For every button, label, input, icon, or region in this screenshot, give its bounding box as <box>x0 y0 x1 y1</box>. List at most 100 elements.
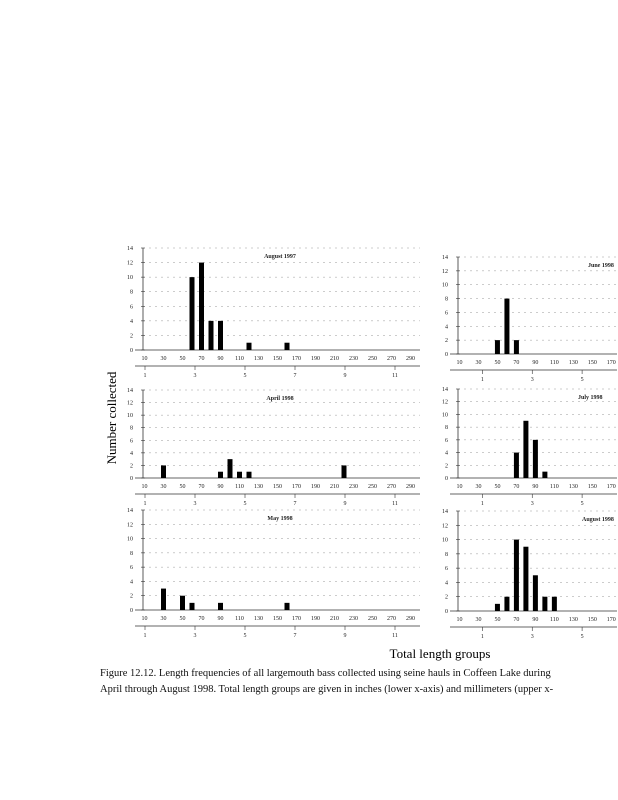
x-tick-label: 50 <box>180 616 186 622</box>
y-tick-label: 8 <box>130 290 133 296</box>
y-tick-label: 4 <box>445 324 448 330</box>
x2-tick-label: 11 <box>392 633 398 639</box>
y-tick-label: 14 <box>442 387 448 393</box>
x2-tick-label: 3 <box>194 633 197 639</box>
x-tick-label: 110 <box>550 360 559 366</box>
x-tick-label: 90 <box>532 484 538 490</box>
bar <box>237 471 242 478</box>
x2-tick-label: 3 <box>531 634 534 640</box>
panel-title: August 1997 <box>264 254 296 260</box>
x-tick-label: 270 <box>387 484 396 490</box>
bar <box>513 340 519 354</box>
x-axis-label: Total length groups <box>390 646 491 661</box>
bar <box>246 342 252 350</box>
y-tick-label: 14 <box>127 388 133 394</box>
bar <box>532 439 538 478</box>
y-tick-label: 6 <box>130 304 133 310</box>
x2-tick-label: 7 <box>294 501 297 507</box>
y-tick-label: 12 <box>127 261 133 267</box>
x-tick-label: 170 <box>607 484 616 490</box>
x-tick-label: 10 <box>142 616 148 622</box>
x-tick-label: 130 <box>569 360 578 366</box>
x-tick-label: 10 <box>456 617 462 623</box>
bar <box>218 602 223 610</box>
y-tick-label: 2 <box>130 594 133 600</box>
bar <box>542 596 548 611</box>
x2-tick-label: 5 <box>581 501 584 507</box>
y-tick-label: 6 <box>445 566 448 572</box>
x-tick-label: 30 <box>161 616 167 622</box>
x-tick-label: 110 <box>235 484 244 490</box>
y-tick-label: 10 <box>127 275 133 281</box>
x-tick-label: 170 <box>607 360 616 366</box>
x-tick-label: 10 <box>142 356 148 362</box>
y-tick-label: 12 <box>442 523 448 529</box>
bar <box>523 546 529 611</box>
y-tick-label: 2 <box>445 338 448 344</box>
y-tick-label: 6 <box>445 310 448 316</box>
y-tick-label: 2 <box>130 333 133 339</box>
x-tick-label: 70 <box>199 356 205 362</box>
x-tick-label: 90 <box>218 356 224 362</box>
x2-tick-label: 5 <box>581 634 584 640</box>
bar <box>189 277 195 350</box>
x-tick-label: 10 <box>142 484 148 490</box>
x2-tick-label: 9 <box>344 633 347 639</box>
panel-title: May 1998 <box>267 516 292 522</box>
x2-tick-label: 3 <box>194 501 197 507</box>
x-tick-label: 150 <box>273 484 282 490</box>
x-tick-label: 250 <box>368 616 377 622</box>
bar <box>513 452 519 478</box>
x-tick-label: 130 <box>254 356 263 362</box>
x-tick-label: 270 <box>387 356 396 362</box>
y-tick-label: 0 <box>445 476 448 482</box>
bar <box>208 320 214 350</box>
x-tick-label: 50 <box>180 484 186 490</box>
x-tick-label: 290 <box>406 484 415 490</box>
x-tick-label: 50 <box>494 484 500 490</box>
x2-tick-label: 11 <box>392 373 398 379</box>
x-tick-label: 190 <box>311 356 320 362</box>
y-tick-label: 8 <box>130 426 133 432</box>
x-tick-label: 110 <box>550 617 559 623</box>
bar <box>189 602 195 610</box>
x-tick-label: 30 <box>161 484 167 490</box>
x-tick-label: 130 <box>569 617 578 623</box>
x-tick-label: 90 <box>532 617 538 623</box>
bar <box>161 465 166 478</box>
x-tick-label: 170 <box>292 356 301 362</box>
x-tick-label: 150 <box>588 360 597 366</box>
y-tick-label: 0 <box>130 608 133 614</box>
y-tick-label: 14 <box>442 255 448 261</box>
x2-tick-label: 5 <box>581 377 584 383</box>
caption-line: Figure 12.12. Length frequencies of all … <box>100 668 551 679</box>
x-tick-label: 30 <box>475 484 481 490</box>
x2-tick-label: 3 <box>531 501 534 507</box>
y-tick-label: 0 <box>130 348 133 354</box>
y-tick-label: 10 <box>127 537 133 543</box>
x-tick-label: 110 <box>235 356 244 362</box>
x2-tick-label: 1 <box>481 501 484 507</box>
bar <box>513 539 519 611</box>
x2-tick-label: 5 <box>244 373 247 379</box>
x-tick-label: 50 <box>494 617 500 623</box>
x-tick-label: 90 <box>218 484 224 490</box>
y-tick-label: 8 <box>445 297 448 303</box>
x2-tick-label: 5 <box>244 633 247 639</box>
x-tick-label: 70 <box>513 617 519 623</box>
x-tick-label: 170 <box>607 617 616 623</box>
x2-tick-label: 7 <box>294 633 297 639</box>
x-tick-label: 210 <box>330 616 339 622</box>
y-tick-label: 2 <box>445 595 448 601</box>
y-tick-label: 8 <box>445 552 448 558</box>
x2-tick-label: 1 <box>144 373 147 379</box>
y-tick-label: 2 <box>130 463 133 469</box>
x2-tick-label: 9 <box>344 373 347 379</box>
y-tick-label: 0 <box>130 476 133 482</box>
x-tick-label: 90 <box>218 616 224 622</box>
y-tick-label: 6 <box>130 565 133 571</box>
y-tick-label: 4 <box>445 580 448 586</box>
bar <box>180 595 185 610</box>
x2-tick-label: 3 <box>531 377 534 383</box>
